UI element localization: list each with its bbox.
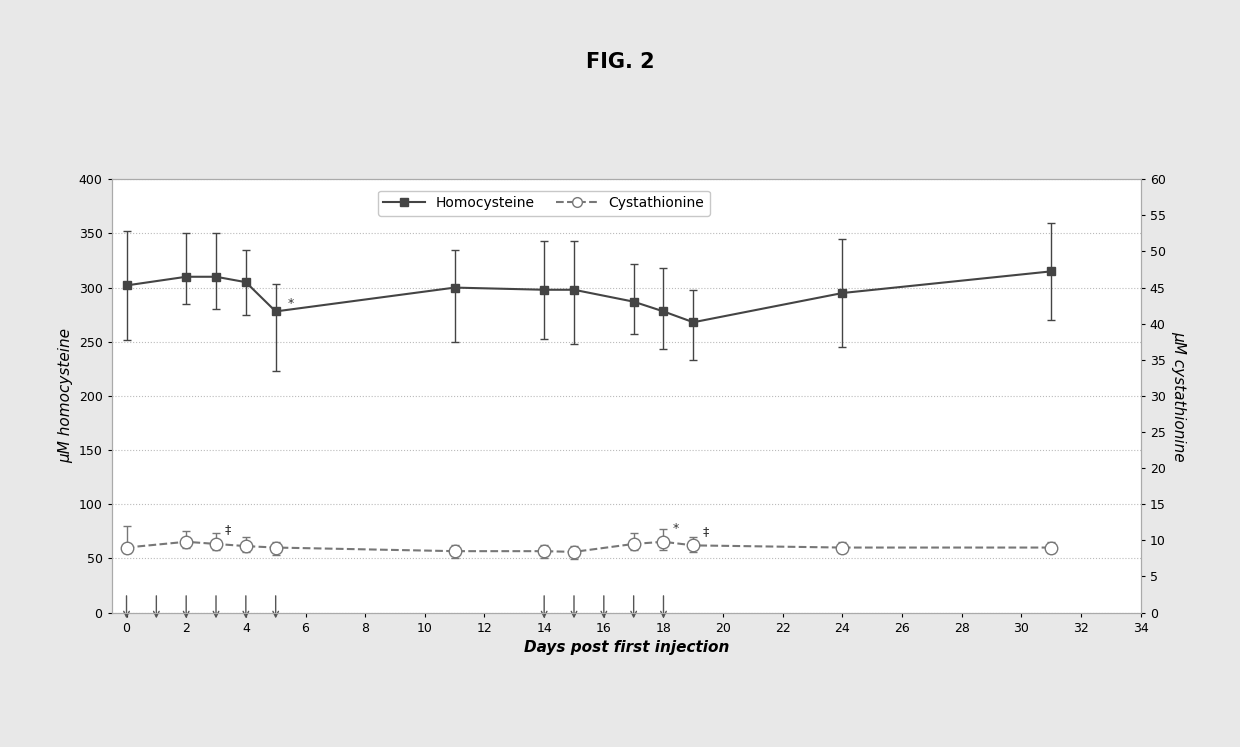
Legend: Homocysteine, Cystathionine: Homocysteine, Cystathionine [378, 190, 711, 216]
Text: FIG. 2: FIG. 2 [585, 52, 655, 72]
Text: ‡: ‡ [702, 525, 708, 539]
Text: ‡: ‡ [224, 523, 232, 536]
Text: *: * [288, 297, 294, 310]
Y-axis label: μM cystathionine: μM cystathionine [1172, 331, 1187, 461]
X-axis label: Days post first injection: Days post first injection [523, 640, 729, 655]
Y-axis label: μM homocysteine: μM homocysteine [58, 329, 73, 463]
Text: *: * [672, 521, 678, 535]
